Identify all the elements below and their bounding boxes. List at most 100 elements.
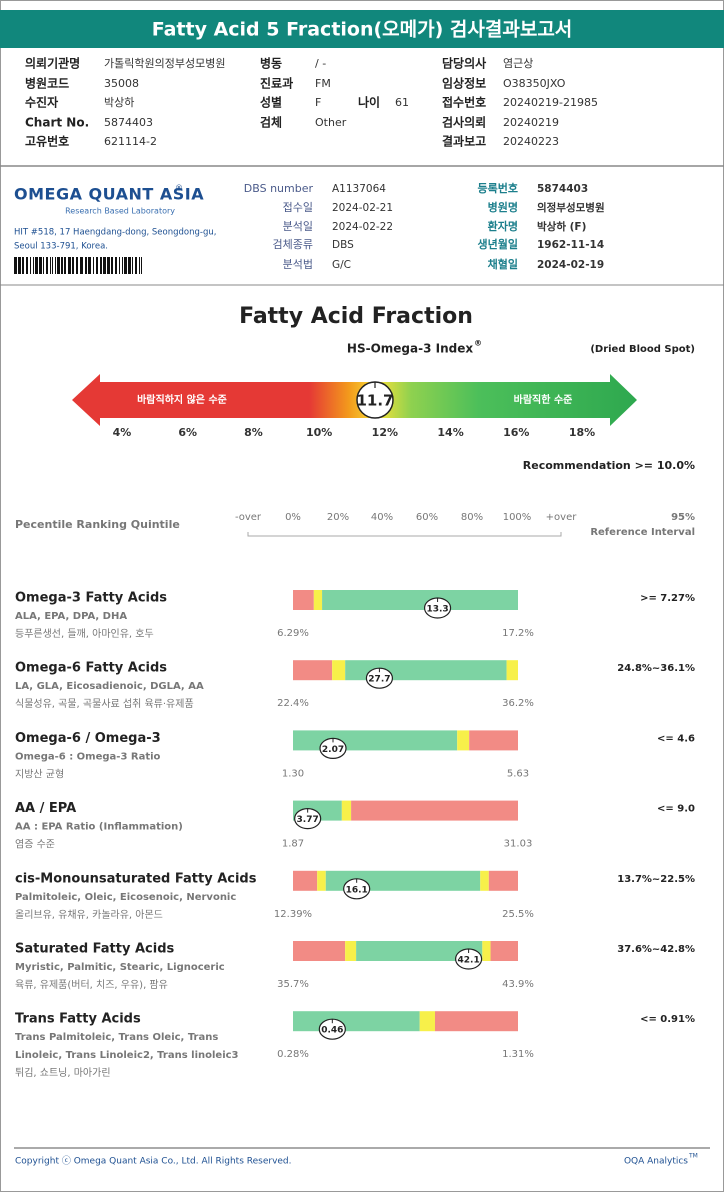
field-value: 20240223 (503, 135, 559, 148)
marker-foods: 식물성유, 곡물, 곡물사료 섭취 육류·유제품 (15, 698, 194, 710)
patient-label: 병원명 (488, 200, 518, 214)
marker-foods: 튀김, 쇼트닝, 마아가린 (15, 1067, 111, 1079)
field-value: / - (315, 57, 326, 70)
sample-label: 접수일 (283, 200, 313, 214)
barcode-bar (139, 257, 140, 274)
brand: OQA Analytics (624, 1157, 688, 1167)
barcode-bar (76, 257, 78, 274)
range-label: 1.31% (502, 1049, 534, 1060)
range-label: 25.5% (502, 909, 534, 920)
barcode-bar (61, 257, 63, 274)
copyright: Copyright ⓒ Omega Quant Asia Co., Ltd. A… (15, 1156, 292, 1167)
index-tick-label: 14% (437, 426, 463, 439)
barcode-bar (135, 257, 137, 274)
zone (356, 941, 483, 961)
barcode-bar (43, 257, 44, 274)
zone (322, 590, 518, 610)
barcode-bar (72, 257, 74, 274)
lab-logo: OMEGA QUANT ASIA (14, 185, 204, 204)
sample-value: DBS (332, 239, 354, 251)
zone (490, 941, 518, 961)
zone (480, 870, 489, 891)
zone (457, 730, 470, 751)
zone (317, 870, 326, 891)
quintile-bracket (247, 532, 562, 537)
sample-value: G/C (332, 259, 351, 271)
zone (482, 941, 491, 961)
field-value: 염근상 (503, 57, 533, 70)
index-tick-label: 10% (306, 426, 332, 439)
lab-logo-mark: ® (175, 184, 183, 193)
index-value: 11.7 (356, 392, 393, 410)
patient-label: 채혈일 (488, 257, 518, 271)
barcode-bar (96, 257, 98, 274)
field-value: 621114-2 (104, 135, 157, 148)
value-label: 27.7 (368, 675, 390, 685)
marker-name: Saturated Fatty Acids (15, 942, 174, 957)
barcode-bar (46, 257, 48, 274)
value-label: 16.1 (346, 885, 368, 895)
zone (293, 1011, 420, 1032)
range-label: 5.63 (507, 768, 529, 779)
field-label: 성별 (260, 95, 282, 110)
quintile-scale-label: 100% (503, 512, 532, 523)
index-tick-label: 16% (503, 426, 529, 439)
field-label: 검체 (260, 115, 282, 130)
zone (506, 660, 518, 681)
zone (293, 660, 333, 681)
field-label: 나이 (358, 95, 380, 110)
sample-label: 분석법 (283, 258, 313, 271)
field-label: 고유번호 (25, 134, 69, 149)
marker-desc: Linoleic, Trans Linoleic2, Trans linolei… (15, 1050, 239, 1061)
field-value: O38350JXO (503, 77, 566, 90)
barcode-bar (119, 257, 120, 274)
ref-subtitle: Reference Interval (590, 527, 695, 538)
marker-foods: 염증 수준 (15, 839, 55, 851)
marker-name: Trans Fatty Acids (15, 1012, 141, 1027)
barcode-bar (122, 257, 123, 274)
lab-tagline: Research Based Laboratory (65, 207, 175, 216)
marker-desc: Palmitoleic, Oleic, Eicosenoic, Nervonic (15, 892, 236, 903)
sample-value: 2024-02-22 (332, 221, 393, 233)
barcode-bar (55, 257, 56, 274)
range-label: 17.2% (502, 628, 534, 639)
marker-desc: LA, GLA, Eicosadienoic, DGLA, AA (15, 681, 204, 692)
range-label: 12.39% (274, 909, 312, 920)
barcode-bar (80, 257, 83, 274)
index-arrow (72, 374, 637, 426)
range-label: 43.9% (502, 979, 534, 990)
index-tick-label: 4% (113, 426, 132, 439)
barcode-bar (100, 257, 102, 274)
value-label: 0.46 (321, 1026, 343, 1036)
header-bar (0, 10, 724, 48)
value-label: 2.07 (322, 745, 344, 755)
patient-value: 박상하 (F) (537, 220, 586, 233)
barcode-bar (128, 257, 131, 274)
zone (293, 941, 346, 961)
quintile-scale-label: 60% (416, 512, 438, 523)
barcode-bar (132, 257, 133, 274)
zone (345, 941, 357, 961)
field-value: 5874403 (104, 116, 153, 129)
barcode-bar (26, 257, 28, 274)
zone (313, 590, 323, 610)
patient-label: 등록번호 (478, 181, 518, 195)
barcode-bar (22, 257, 24, 274)
marker-desc: Omega-6 : Omega-3 Ratio (15, 751, 161, 762)
index-left-label: 바람직하지 않은 수준 (137, 393, 227, 406)
index-note: (Dried Blood Spot) (590, 344, 695, 355)
quintile-scale-label: 20% (327, 512, 349, 523)
range-label: 36.2% (502, 698, 534, 709)
ref-title: 95% (671, 512, 695, 523)
marker-name: Omega-3 Fatty Acids (15, 591, 167, 606)
value-label: 42.1 (458, 956, 480, 966)
marker-reference: <= 0.91% (640, 1014, 695, 1025)
range-label: 31.03 (504, 839, 533, 850)
barcode-bar (18, 257, 21, 274)
marker-foods: 육류, 유제품(버터, 치즈, 우유), 팜유 (15, 979, 168, 991)
marker-reference: >= 7.27% (640, 593, 695, 604)
zone (341, 800, 352, 821)
index-subtitle-mark: ® (474, 339, 482, 348)
field-label: 접수번호 (442, 95, 486, 110)
quintile-scale-label: -over (235, 512, 262, 523)
